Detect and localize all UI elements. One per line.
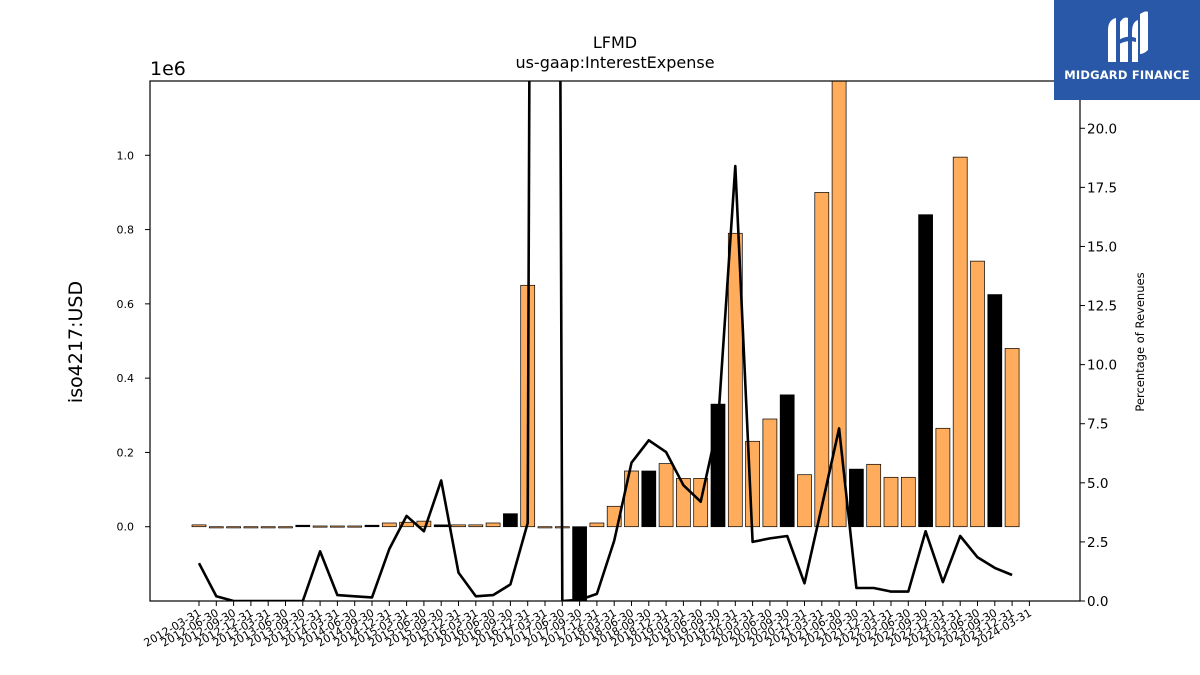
y2-tick-label: 2.5 <box>1087 535 1108 551</box>
y-tick-label: 0.8 <box>117 224 135 237</box>
y2-axis-label: Percentage of Revenues <box>1133 272 1147 411</box>
bar-2012-12-31 <box>243 526 259 529</box>
bar-2016-06-30 <box>485 522 501 528</box>
chart-subtitle: us-gaap:InterestExpense <box>515 53 714 72</box>
bar-series <box>191 81 1020 601</box>
bar-2015-12-31 <box>451 524 466 528</box>
y-axis-offset-label: 1e6 <box>150 58 186 80</box>
bar-2013-12-31 <box>312 525 328 528</box>
bar-2015-03-31 <box>399 521 414 528</box>
y2-tick-label: 17.5 <box>1087 180 1117 196</box>
bar-2013-09-30 <box>295 524 311 528</box>
y-axis-ticks: 0.0 0.2 0.4 0.6 0.8 1.0 <box>117 149 150 534</box>
bar-2019-12-31 <box>727 232 743 528</box>
y2-tick-label: 12.5 <box>1087 299 1117 315</box>
bar-2021-06-30 <box>831 81 847 528</box>
bar-2014-09-30 <box>364 524 380 528</box>
bar-2020-09-30 <box>779 394 795 528</box>
chart-title: LFMD <box>593 33 637 52</box>
x-axis-ticks: 2012-03-312012-06-302012-09-302012-12-31… <box>142 601 1034 650</box>
pct-revenue-line <box>197 81 1013 601</box>
y-tick-label: 0.4 <box>117 372 135 385</box>
bar-2018-09-30 <box>641 470 657 528</box>
bar-2022-09-30 <box>918 214 933 528</box>
y-tick-label: 0.0 <box>117 521 135 534</box>
bar-2012-09-30 <box>226 526 241 529</box>
bar-2013-03-31 <box>260 526 276 529</box>
bar-2017-12-31 <box>589 522 605 528</box>
bar-2020-06-30 <box>762 418 778 528</box>
y-axis-label: iso4217:USD <box>65 281 87 403</box>
bar-2019-03-31 <box>676 478 691 528</box>
bar-2017-03-31 <box>537 526 553 529</box>
y2-tick-label: 5.0 <box>1087 476 1108 492</box>
plot-frame <box>149 80 1081 602</box>
pct-revenue-series <box>197 81 1013 601</box>
bar-2020-12-31 <box>797 474 812 528</box>
bar-2022-03-31 <box>883 476 899 528</box>
y2-tick-label: 0.0 <box>1087 594 1108 610</box>
bar-2014-03-31 <box>330 525 345 528</box>
logo-mark-icon <box>1108 11 1148 62</box>
bar-2016-09-30 <box>503 513 518 528</box>
bar-2022-06-30 <box>900 476 916 528</box>
bar-2014-06-30 <box>347 525 363 528</box>
y2-axis-ticks: 0.0 2.5 5.0 7.5 10.0 12.5 15.0 17.5 20.0 <box>1080 121 1117 610</box>
y-tick-label: 1.0 <box>117 149 135 162</box>
y2-tick-label: 7.5 <box>1087 417 1108 433</box>
y-tick-label: 0.6 <box>117 298 135 311</box>
bar-2012-03-31 <box>191 524 207 528</box>
bar-2023-03-31 <box>952 156 968 528</box>
logo-text: MIDGARD FINANCE <box>1064 68 1190 82</box>
bar-2021-03-31 <box>814 192 830 528</box>
bar-2017-09-30 <box>572 526 587 601</box>
bar-2023-09-30 <box>987 294 1003 528</box>
bar-2021-12-31 <box>866 463 882 528</box>
bar-2013-06-30 <box>278 526 293 529</box>
y2-tick-label: 20.0 <box>1087 121 1117 137</box>
bar-2022-12-31 <box>935 427 951 528</box>
bar-2016-03-31 <box>468 524 484 528</box>
y2-tick-label: 10.0 <box>1087 358 1117 374</box>
bar-2023-06-30 <box>970 260 985 528</box>
bar-2018-12-31 <box>658 463 674 528</box>
brand-logo: MIDGARD FINANCE <box>1054 0 1200 100</box>
y2-tick-label: 15.0 <box>1087 239 1117 255</box>
bar-2023-12-31 <box>1004 348 1020 528</box>
bar-2012-06-30 <box>208 526 224 529</box>
y-tick-label: 0.2 <box>117 446 135 459</box>
bar-2015-09-30 <box>433 524 449 528</box>
bar-2014-12-31 <box>381 522 397 528</box>
bar-2021-09-30 <box>849 468 864 528</box>
